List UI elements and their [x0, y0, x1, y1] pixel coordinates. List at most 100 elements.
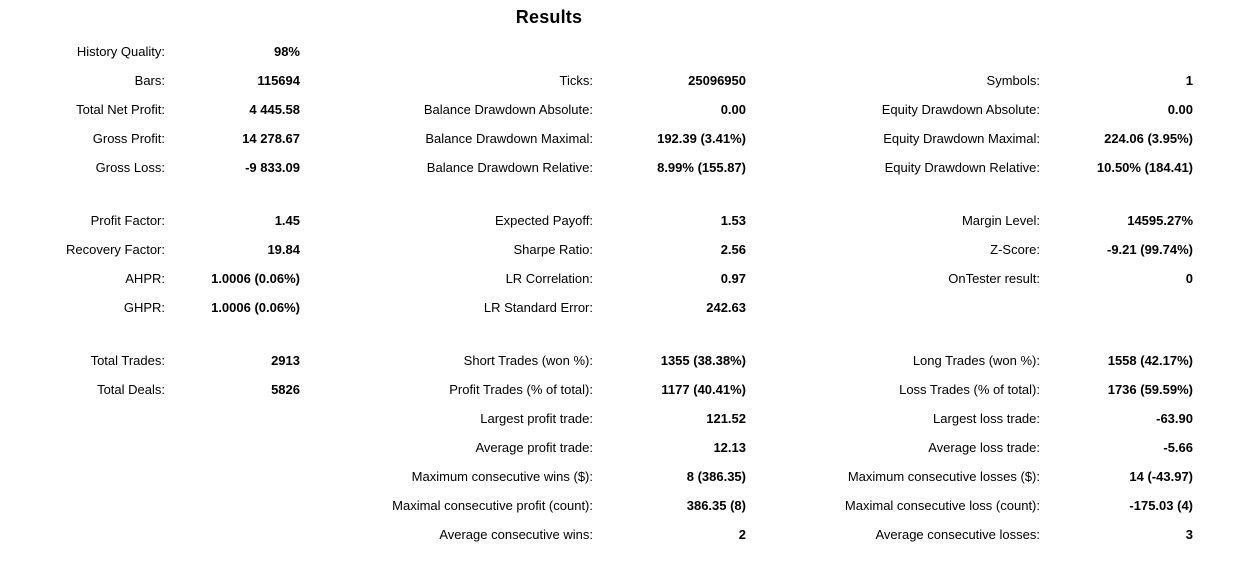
- stat-label: Balance Drawdown Relative:: [426, 160, 593, 175]
- stat-value: 2913: [271, 353, 300, 368]
- stat-value: 14595.27%: [1127, 213, 1193, 228]
- stat-value: 0.00: [720, 102, 746, 117]
- stat-row: AHPR: 1.0006 (0.06%) LR Correlation: 0.97 On…: [0, 264, 1240, 293]
- stat-label: [0, 404, 165, 433]
- stat-label: LR Correlation:: [505, 271, 593, 286]
- stat-value: 14 (-43.97): [1129, 469, 1193, 484]
- stat-row: Bars: 115694 Ticks: 25096950 Symbols: 1: [0, 66, 1240, 95]
- stat-value: 192.39 (3.41%): [657, 131, 746, 146]
- stat-label: Maximum consecutive losses ($):: [847, 469, 1040, 484]
- stat-value: 1355 (38.38%): [660, 353, 746, 368]
- stat-label: Balance Drawdown Maximal:: [425, 131, 593, 146]
- stat-label: Symbols:: [986, 73, 1040, 88]
- stat-row: Total Deals: 5826 Profit Trades (% of tota…: [0, 375, 1240, 404]
- stat-value: 1736 (59.59%): [1107, 382, 1193, 397]
- stat-value: 224.06 (3.95%): [1104, 131, 1193, 146]
- stat-value: 1177 (40.41%): [661, 382, 746, 397]
- stat-value: 0.00: [1167, 102, 1193, 117]
- stat-label: Average consecutive losses:: [875, 527, 1040, 542]
- stat-label: Average profit trade:: [475, 440, 593, 455]
- stat-label: Ticks:: [559, 73, 593, 88]
- stat-value: 3: [1185, 527, 1193, 542]
- stat-value: 25096950: [688, 73, 746, 88]
- stat-label: GHPR:: [123, 300, 165, 315]
- stat-label: Total Net Profit:: [76, 102, 165, 117]
- stat-label: Average consecutive wins:: [439, 527, 593, 542]
- stat-label: Equity Drawdown Maximal:: [883, 131, 1040, 146]
- stat-value: [165, 491, 300, 520]
- stat-label: Maximal consecutive loss (count):: [844, 498, 1040, 513]
- stat-value: -9 833.09: [245, 160, 300, 175]
- stat-label: [0, 520, 165, 549]
- stat-value: 12.13: [713, 440, 746, 455]
- stat-label: Equity Drawdown Relative:: [884, 160, 1040, 175]
- stat-row: Gross Loss: -9 833.09 Balance Drawdown Rel…: [0, 153, 1240, 182]
- stat-label: Margin Level:: [961, 213, 1040, 228]
- stat-value: [593, 37, 746, 66]
- stat-label: Gross Loss:: [95, 160, 165, 175]
- stat-label: [0, 491, 165, 520]
- stat-value: [1040, 293, 1193, 322]
- stat-value: -9.21 (99.74%): [1107, 242, 1193, 257]
- stat-value: -5.66: [1163, 440, 1193, 455]
- stat-row: GHPR: 1.0006 (0.06%) LR Standard Error: 242…: [0, 293, 1240, 322]
- stat-value: 0: [1185, 271, 1193, 286]
- stat-label: Recovery Factor:: [66, 242, 165, 257]
- results-section: Total Trades: 2913 Short Trades (won %): 13…: [0, 346, 1240, 549]
- stat-label: Z-Score:: [990, 242, 1040, 257]
- stat-value: 1.53: [720, 213, 746, 228]
- stat-value: 0.97: [720, 271, 746, 286]
- stat-value: [165, 462, 300, 491]
- stat-row: Recovery Factor: 19.84 Sharpe Ratio: 2.56 Z-…: [0, 235, 1240, 264]
- stat-value: 121.52: [706, 411, 746, 426]
- stat-value: [1040, 37, 1193, 66]
- stat-value: [165, 433, 300, 462]
- stat-label: AHPR:: [125, 271, 165, 286]
- stat-label: Largest loss trade:: [933, 411, 1040, 426]
- stat-value: 1.0006 (0.06%): [211, 271, 300, 286]
- stat-label: Balance Drawdown Absolute:: [423, 102, 593, 117]
- stat-label: [0, 462, 165, 491]
- stat-label: [0, 433, 165, 462]
- stat-value: 14 278.67: [242, 131, 300, 146]
- stat-label: Largest profit trade:: [480, 411, 593, 426]
- stat-value: 2: [738, 527, 746, 542]
- stat-row: Maximum consecutive wins ($): 8 (386.35) M…: [0, 462, 1240, 491]
- results-section: History Quality: 98% Bars: 115694 Ticks: 2509…: [0, 37, 1240, 182]
- stat-row: Average profit trade: 12.13 Average loss t…: [0, 433, 1240, 462]
- stat-row: Total Net Profit: 4 445.58 Balance Drawdow…: [0, 95, 1240, 124]
- stat-value: 242.63: [706, 300, 746, 315]
- stat-label: Maximum consecutive wins ($):: [411, 469, 593, 484]
- stat-label: Loss Trades (% of total):: [899, 382, 1040, 397]
- stat-label: Gross Profit:: [92, 131, 165, 146]
- stat-value: -63.90: [1156, 411, 1193, 426]
- stat-value: 1.45: [274, 213, 300, 228]
- stat-label: Maximal consecutive profit (count):: [392, 498, 593, 513]
- stat-row: Total Trades: 2913 Short Trades (won %): 13…: [0, 346, 1240, 375]
- stat-label: Profit Trades (% of total):: [449, 382, 593, 397]
- stat-row: Largest profit trade: 121.52 Largest loss …: [0, 404, 1240, 433]
- stat-label: Equity Drawdown Absolute:: [881, 102, 1040, 117]
- stat-label: [746, 293, 1040, 322]
- stat-value: [165, 520, 300, 549]
- stat-label: [746, 37, 1040, 66]
- stat-value: 1558 (42.17%): [1107, 353, 1193, 368]
- stat-value: -175.03 (4): [1129, 498, 1193, 513]
- stat-value: 4 445.58: [249, 102, 300, 117]
- stat-label: Bars:: [134, 73, 165, 88]
- stat-value: 10.50% (184.41): [1096, 160, 1193, 175]
- stat-label: Profit Factor:: [90, 213, 165, 228]
- stat-label: OnTester result:: [948, 271, 1040, 286]
- stat-label: Short Trades (won %):: [463, 353, 593, 368]
- stat-value: 2.56: [720, 242, 746, 257]
- stat-value: [165, 404, 300, 433]
- stat-value: 1.0006 (0.06%): [211, 300, 300, 315]
- stat-value: 1: [1185, 73, 1193, 88]
- stat-value: 115694: [257, 73, 300, 88]
- stat-label: Long Trades (won %):: [912, 353, 1040, 368]
- page-title: Results: [515, 7, 583, 27]
- results-section: Profit Factor: 1.45 Expected Payoff: 1.53 Ma…: [0, 206, 1240, 322]
- stat-label: [300, 37, 593, 66]
- stat-label: History Quality:: [76, 44, 165, 59]
